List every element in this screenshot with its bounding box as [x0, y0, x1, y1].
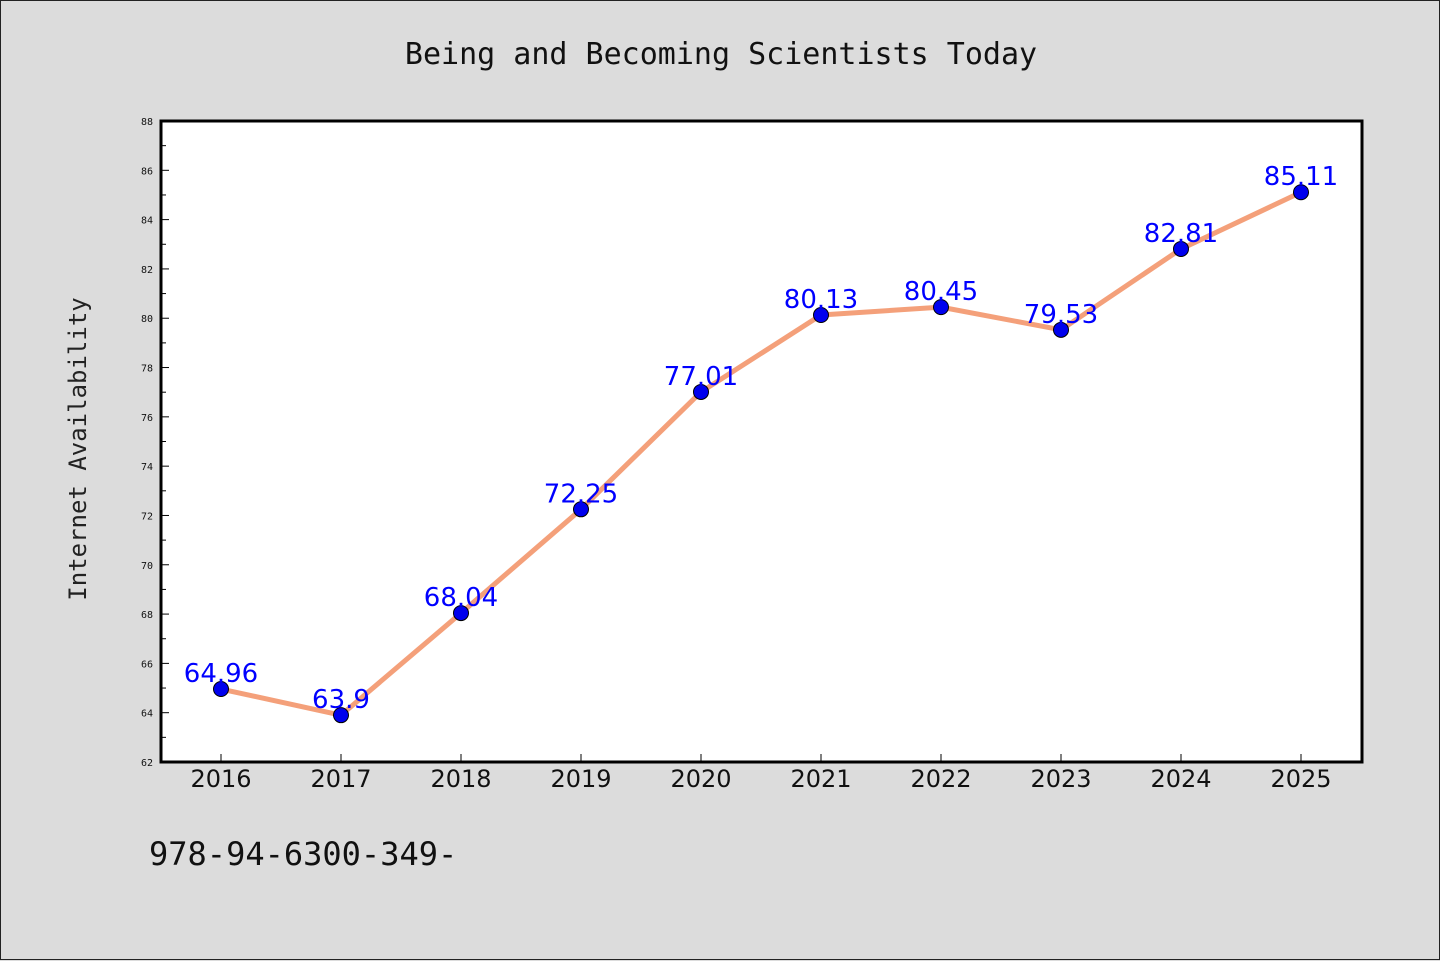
- y-axis-label: Internet Availability: [64, 297, 92, 600]
- series-layer: 64.96 63.9 68.04 72.25 77.01 80.13 80.45 79.53 8…: [184, 162, 1338, 724]
- x-tick-label: 2025: [1270, 765, 1331, 793]
- data-point: [813, 307, 829, 324]
- y-tick-label: 80: [141, 314, 153, 325]
- y-tick-label: 88: [141, 117, 153, 128]
- y-tick-label: 68: [141, 610, 153, 621]
- x-tick-label: 2024: [1150, 765, 1211, 793]
- x-axis-ticks: 2016 2017 2018 2019 2020 2021 2022 2023 2024 2025: [190, 754, 1332, 793]
- footer-note: 978-94-6300-349-: [149, 835, 457, 873]
- series-line: [218, 189, 1304, 718]
- y-tick-label: 74: [141, 462, 153, 473]
- y-tick-label: 66: [141, 659, 153, 670]
- data-point: [1053, 321, 1069, 338]
- y-tick-label: 82: [141, 265, 153, 276]
- y-tick-label: 64: [141, 709, 153, 720]
- data-label: 77.01: [664, 362, 738, 392]
- y-tick-label: 70: [141, 561, 153, 572]
- x-tick-label: 2017: [310, 765, 371, 793]
- data-point: [453, 605, 469, 622]
- data-label: 63.9: [312, 685, 370, 715]
- x-tick-label: 2020: [670, 765, 731, 793]
- data-label: 82.81: [1144, 219, 1218, 249]
- data-point: [933, 299, 949, 316]
- y-tick-label: 78: [141, 364, 153, 375]
- y-tick-label: 86: [141, 166, 153, 177]
- data-label: 79.53: [1024, 300, 1098, 330]
- data-point: [333, 707, 349, 724]
- chart-title: Being and Becoming Scientists Today: [405, 37, 1037, 72]
- x-tick-label: 2023: [1030, 765, 1091, 793]
- y-tick-label: 72: [141, 511, 153, 522]
- data-label: 80.45: [904, 277, 978, 307]
- data-label: 68.04: [424, 583, 498, 613]
- y-tick-label: 84: [141, 216, 153, 227]
- data-label: 64.96: [184, 659, 258, 689]
- y-axis-ticks: 62 64 66 68 70 72 74 76 78 80 82 84 86 88: [141, 117, 169, 769]
- plot-area: [159, 119, 1364, 764]
- data-point: [573, 501, 589, 518]
- y-tick-label: 62: [141, 758, 153, 769]
- y-tick-label: 76: [141, 413, 153, 424]
- x-tick-label: 2016: [190, 765, 251, 793]
- x-tick-label: 2018: [430, 765, 491, 793]
- data-point: [693, 383, 709, 400]
- x-tick-label: 2022: [910, 765, 971, 793]
- x-tick-label: 2019: [550, 765, 611, 793]
- data-label: 72.25: [544, 479, 618, 509]
- data-label: 85.11: [1264, 162, 1338, 192]
- x-tick-label: 2021: [790, 765, 851, 793]
- data-point: [1293, 184, 1309, 201]
- data-label: 80.13: [784, 285, 858, 315]
- data-point: [1173, 240, 1189, 257]
- data-point: [213, 681, 229, 698]
